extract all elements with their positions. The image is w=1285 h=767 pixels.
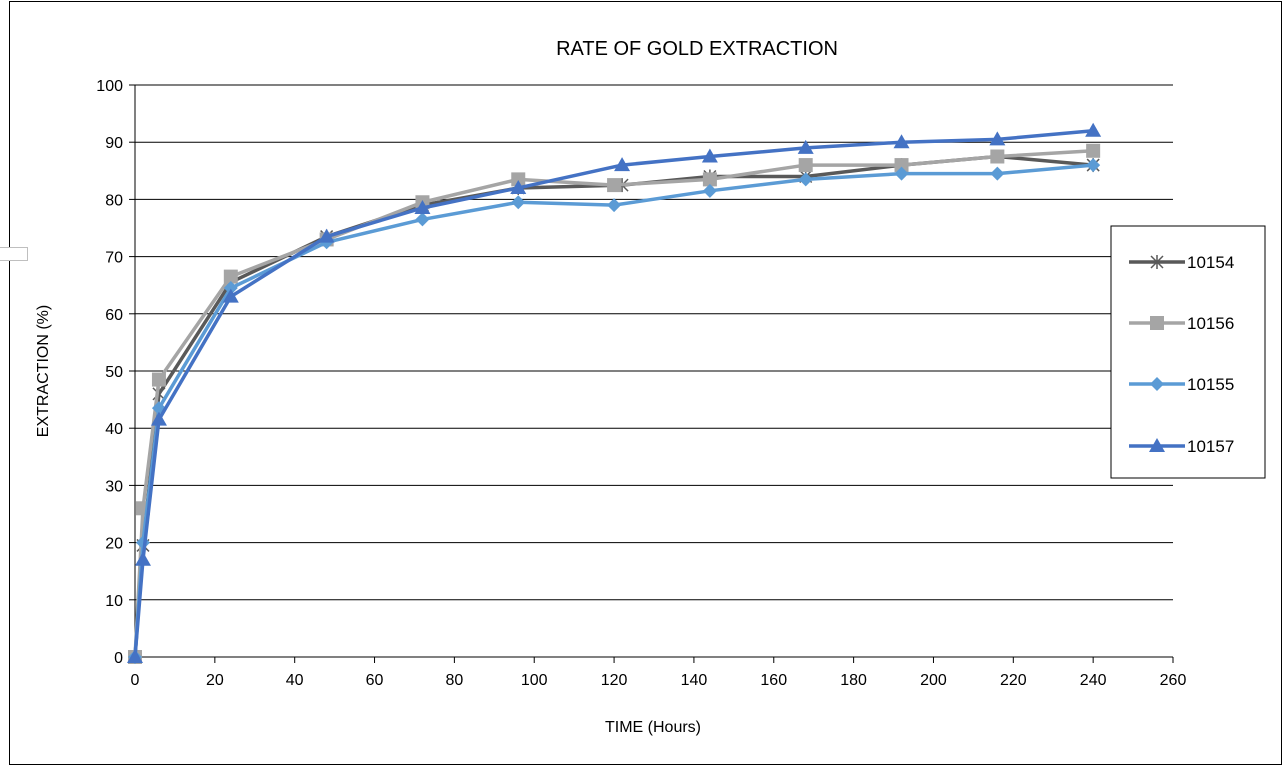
x-tick-label: 240 [1080, 672, 1107, 689]
y-tick-labels: 0 10 20 30 40 50 60 70 80 90 100 [96, 78, 123, 667]
data-point-10157 [989, 131, 1006, 146]
data-point-10155 [415, 212, 430, 227]
series-10155 [128, 158, 1101, 664]
chart-title: RATE OF GOLD EXTRACTION [556, 38, 838, 60]
legend-swatch-marker [1150, 255, 1164, 269]
y-tick-label: 0 [114, 650, 123, 667]
y-tick-label: 60 [105, 307, 123, 324]
y-tick-label: 70 [105, 250, 123, 267]
data-point-10155 [1086, 158, 1101, 173]
y-tick-label: 10 [105, 593, 123, 610]
data-point-10156 [607, 178, 622, 193]
legend-items: 10154 10156 10155 10157 [1129, 253, 1234, 456]
data-point-10155 [607, 198, 622, 213]
series-10157 [127, 122, 1102, 663]
series-line-10154 [133, 154, 1094, 658]
data-point-10156 [990, 149, 1005, 164]
legend-swatch-marker [1150, 377, 1164, 391]
data-point-10157 [127, 649, 143, 663]
x-tick-label: 80 [445, 672, 463, 689]
x-tick-label: 20 [206, 672, 224, 689]
legend: 10154 10156 10155 10157 [1110, 225, 1266, 479]
y-tick-label: 50 [105, 364, 123, 381]
y-tick-label: 20 [105, 536, 123, 553]
x-tick-label: 200 [920, 672, 947, 689]
x-tick-label: 40 [286, 672, 304, 689]
x-tick-label: 0 [131, 672, 140, 689]
data-point-10156 [511, 172, 526, 187]
x-tick-label: 180 [840, 672, 867, 689]
data-point-10157 [797, 139, 814, 154]
y-axis-title: EXTRACTION (%) [35, 305, 52, 437]
data-point-10156 [798, 158, 813, 173]
x-tick-label: 60 [366, 672, 384, 689]
data-point-10157 [134, 551, 151, 566]
data-point-10155 [511, 195, 526, 210]
axes [129, 84, 1174, 663]
data-point-10156 [223, 269, 238, 284]
data-point-10155 [798, 172, 813, 187]
legend-label: 10156 [1187, 314, 1234, 333]
y-tick-label: 40 [105, 421, 123, 438]
data-point-10157 [1085, 122, 1102, 137]
data-point-10157 [614, 157, 631, 172]
series-line-10156 [133, 149, 1094, 658]
y-tick-label: 100 [96, 78, 123, 95]
x-tick-label: 160 [760, 672, 787, 689]
legend-entry-10156: 10156 [1129, 314, 1234, 333]
x-axis-title: TIME (Hours) [605, 719, 701, 736]
legend-label: 10157 [1187, 437, 1234, 456]
data-point-10156 [151, 372, 166, 387]
legend-box [1110, 225, 1266, 479]
data-point-10157 [701, 148, 718, 163]
legend-swatch-marker [1150, 316, 1164, 330]
chart-frame [9, 1, 1282, 765]
legend-swatch-marker [1149, 438, 1165, 452]
data-point-10157 [150, 411, 167, 426]
legend-entry-10157: 10157 [1129, 437, 1234, 456]
data-point-10157 [893, 134, 910, 149]
y-tick-label: 90 [105, 135, 123, 152]
data-point-10157 [414, 199, 431, 214]
data-point-10157 [318, 228, 335, 243]
legend-label: 10155 [1187, 375, 1234, 394]
data-point-10157 [510, 179, 527, 194]
data-point-10155 [990, 166, 1005, 181]
series-10154 [128, 149, 1100, 664]
series-layer [127, 122, 1102, 664]
x-tick-label: 120 [601, 672, 628, 689]
data-point-10156 [702, 172, 717, 187]
grid-lines [135, 84, 1173, 601]
legend-entry-10154: 10154 [1129, 253, 1234, 272]
data-point-10157 [222, 288, 239, 303]
x-tick-label: 260 [1160, 672, 1187, 689]
data-point-10156 [1086, 143, 1101, 158]
y-tick-label: 80 [105, 192, 123, 209]
stray-mark [0, 247, 28, 261]
x-tick-label: 100 [521, 672, 548, 689]
legend-label: 10154 [1187, 253, 1234, 272]
data-point-10155 [894, 166, 909, 181]
x-tick-label: 220 [1000, 672, 1027, 689]
data-point-10156 [894, 158, 909, 173]
x-tick-label: 140 [681, 672, 708, 689]
series-10156 [128, 143, 1101, 664]
data-point-10155 [702, 183, 717, 198]
legend-entry-10155: 10155 [1129, 375, 1234, 394]
y-tick-label: 30 [105, 478, 123, 495]
series-line-10155 [133, 163, 1094, 658]
data-point-10155 [223, 281, 238, 296]
x-tick-labels: 0 20 40 60 80 100 120 140 160 180 200 220 240 260 [131, 672, 1187, 689]
